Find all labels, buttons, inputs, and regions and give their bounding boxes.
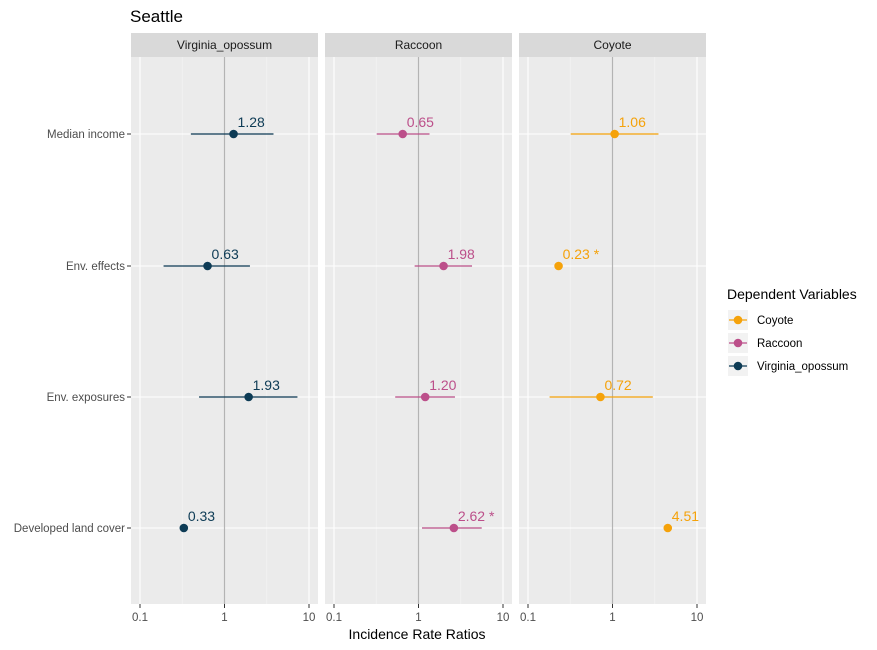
estimate-point (663, 523, 673, 533)
value-label: 1.93 (253, 377, 280, 393)
legend-key-point (733, 338, 743, 348)
point-coyote-env-effects: 0.23 * (554, 246, 600, 271)
x-tick-label: 10 (691, 612, 704, 624)
y-tick-label: Env. exposures (47, 392, 126, 404)
point-raccoon-developed-land-cover: 2.62 * (421, 508, 495, 533)
estimate-point (554, 261, 563, 271)
point-virginia-opossum-median-income: 1.28 (190, 114, 274, 139)
x-axis-title: Incidence Rate Ratios (349, 626, 486, 642)
legend-entry-raccoon: Raccoon (728, 333, 802, 353)
x-tick-label: 1 (415, 612, 421, 624)
x-tick-label: 0.1 (326, 612, 342, 624)
panel-raccoon: Raccoon 0.1 1 10 0.65 1.98 1.20 2.62 * (325, 33, 512, 624)
point-coyote-median-income: 1.06 (570, 114, 659, 139)
point-virginia-opossum-developed-land-cover: 0.33 (179, 508, 215, 533)
facet-strip (325, 33, 512, 57)
facet-strip-label: Coyote (593, 38, 631, 52)
facet-strip-label: Virginia_opossum (177, 38, 272, 52)
point-virginia-opossum-env-effects: 0.63 (163, 246, 250, 271)
chart-title: Seattle (130, 7, 183, 26)
point-coyote-developed-land-cover: 4.51 (663, 508, 699, 533)
estimate-point (439, 261, 448, 271)
facet-panels: Virginia_opossum 0.1 1 10 1.28 0.63 1.93 0.33 Ra… (131, 33, 706, 624)
legend-key-point (733, 315, 743, 325)
estimate-point (244, 392, 253, 402)
legend-title: Dependent Variables (727, 286, 857, 302)
point-raccoon-median-income: 0.65 (376, 114, 434, 139)
y-tick-label: Developed land cover (14, 523, 125, 535)
value-label: 0.63 (212, 246, 239, 262)
value-label: 4.51 (672, 508, 699, 524)
legend-key-point (733, 361, 743, 371)
estimate-point (203, 261, 212, 271)
x-tick-label: 10 (303, 612, 316, 624)
estimate-point (610, 129, 619, 139)
estimate-point (179, 523, 189, 533)
y-tick-label: Median income (47, 129, 125, 141)
value-label: 1.28 (238, 114, 265, 130)
value-label: 1.06 (619, 114, 646, 130)
panel-coyote: Coyote 0.1 1 10 1.06 0.23 * 0.72 4.51 (519, 33, 706, 624)
point-virginia-opossum-env-exposures: 1.93 (199, 377, 298, 402)
x-tick-label: 0.1 (520, 612, 536, 624)
x-tick-label: 1 (221, 612, 227, 624)
legend: Dependent Variables Coyote Raccoon Virgini… (727, 286, 857, 376)
legend-entry-coyote: Coyote (728, 310, 793, 330)
legend-entry-label: Coyote (757, 315, 793, 327)
point-raccoon-env-effects: 1.98 (414, 246, 475, 271)
facet-strip (519, 33, 706, 57)
x-tick-label: 1 (609, 612, 615, 624)
value-label: 0.65 (407, 114, 434, 130)
value-label: 1.98 (448, 246, 475, 262)
legend-entry-virginia-opossum: Virginia_opossum (728, 356, 848, 376)
value-label: 0.72 (604, 377, 631, 393)
legend-entry-label: Virginia_opossum (757, 361, 848, 373)
estimate-point (420, 392, 430, 402)
point-coyote-env-exposures: 0.72 (549, 377, 653, 402)
x-tick-label: 10 (497, 612, 510, 624)
value-label: 2.62 * (458, 508, 495, 524)
value-label: 0.33 (188, 508, 215, 524)
facet-strip-label: Raccoon (395, 38, 442, 52)
estimate-point (449, 523, 459, 533)
value-label: 0.23 * (563, 246, 600, 262)
y-tick-label: Env. effects (66, 261, 125, 273)
value-label: 1.20 (429, 377, 456, 393)
y-axis: Median income Env. effects Env. exposures D… (14, 129, 131, 535)
facet-strip (131, 33, 318, 57)
legend-entry-label: Raccoon (757, 338, 802, 350)
estimate-point (398, 129, 407, 139)
x-tick-label: 0.1 (132, 612, 148, 624)
estimate-point (596, 392, 605, 402)
point-raccoon-env-exposures: 1.20 (395, 377, 457, 402)
panel-virginia-opossum: Virginia_opossum 0.1 1 10 1.28 0.63 1.93 0.33 (131, 33, 318, 624)
estimate-point (229, 129, 238, 139)
